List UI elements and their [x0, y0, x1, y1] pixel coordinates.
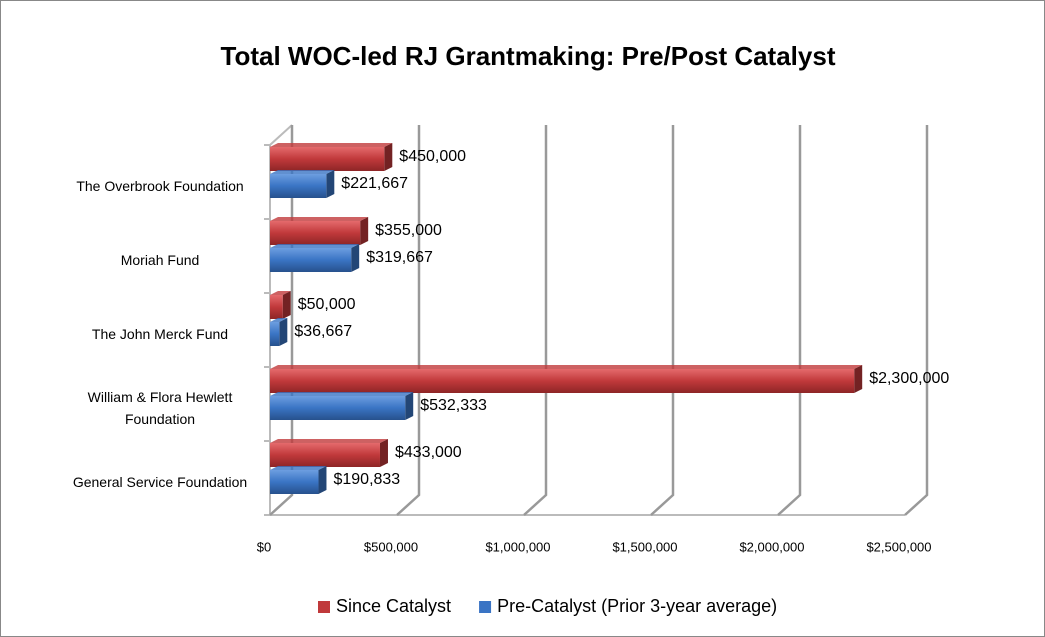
bar-top [270, 318, 288, 322]
bar-side [379, 439, 388, 467]
bar [270, 396, 406, 420]
legend-label: Pre-Catalyst (Prior 3-year average) [497, 596, 777, 616]
bar [270, 295, 283, 319]
data-label: $36,667 [294, 323, 352, 340]
bar-top [270, 143, 393, 147]
bar-side [360, 217, 369, 245]
x-tick-label: $0 [257, 539, 271, 554]
bar-side [405, 392, 414, 420]
bar [270, 322, 280, 346]
data-label: $190,833 [333, 471, 400, 488]
data-label: $433,000 [395, 444, 462, 461]
bar [270, 470, 319, 494]
legend-swatch [479, 601, 492, 613]
y-tick-label: William & Flora Hewlett Foundation [87, 389, 233, 427]
x-tick-label: $1,000,000 [485, 539, 550, 554]
data-label: $221,667 [341, 175, 408, 192]
bar-top [270, 466, 327, 470]
x-tick-label: $1,500,000 [612, 539, 677, 554]
x-tick-label: $500,000 [364, 539, 418, 554]
legend-label: Since Catalyst [336, 596, 451, 616]
grid-line [650, 125, 675, 516]
y-tick-label: The Overbrook Foundation [76, 178, 244, 194]
bar-top [270, 244, 360, 248]
bar [270, 221, 361, 245]
bar [270, 369, 855, 393]
grid-line [396, 125, 421, 516]
chart-title: Total WOC-led RJ Grantmaking: Pre/Post C… [221, 41, 836, 71]
bar-top [270, 217, 369, 221]
bar-side [384, 143, 393, 171]
bar-side [351, 244, 360, 272]
bar [270, 147, 385, 171]
y-tick-label: General Service Foundation [72, 474, 248, 490]
bar-top [270, 365, 863, 369]
bar-top [270, 291, 291, 295]
data-label: $532,333 [420, 397, 487, 414]
legend-swatch [318, 601, 330, 613]
y-tick-label: Moriah Fund [120, 252, 200, 268]
x-tick-label: $2,000,000 [739, 539, 804, 554]
bar-top [270, 170, 335, 174]
x-tick-label: $2,500,000 [866, 539, 931, 554]
data-label: $355,000 [375, 222, 442, 239]
bar [270, 174, 327, 198]
bar [270, 248, 352, 272]
bar-side [282, 291, 291, 319]
bar-side [854, 365, 863, 393]
bar-side [279, 318, 288, 346]
bar [270, 443, 380, 467]
data-label: $50,000 [298, 296, 356, 313]
data-label: $319,667 [366, 249, 433, 266]
bar-top [270, 392, 414, 396]
grid-line [523, 125, 548, 516]
bar-top [270, 439, 388, 443]
grid-line [904, 125, 929, 516]
data-label: $2,300,000 [869, 370, 949, 387]
bar-side [326, 170, 335, 198]
bar-side [318, 466, 327, 494]
data-label: $450,000 [399, 148, 466, 165]
y-tick-label: The John Merck Fund [91, 326, 229, 342]
grid-line [777, 125, 802, 516]
